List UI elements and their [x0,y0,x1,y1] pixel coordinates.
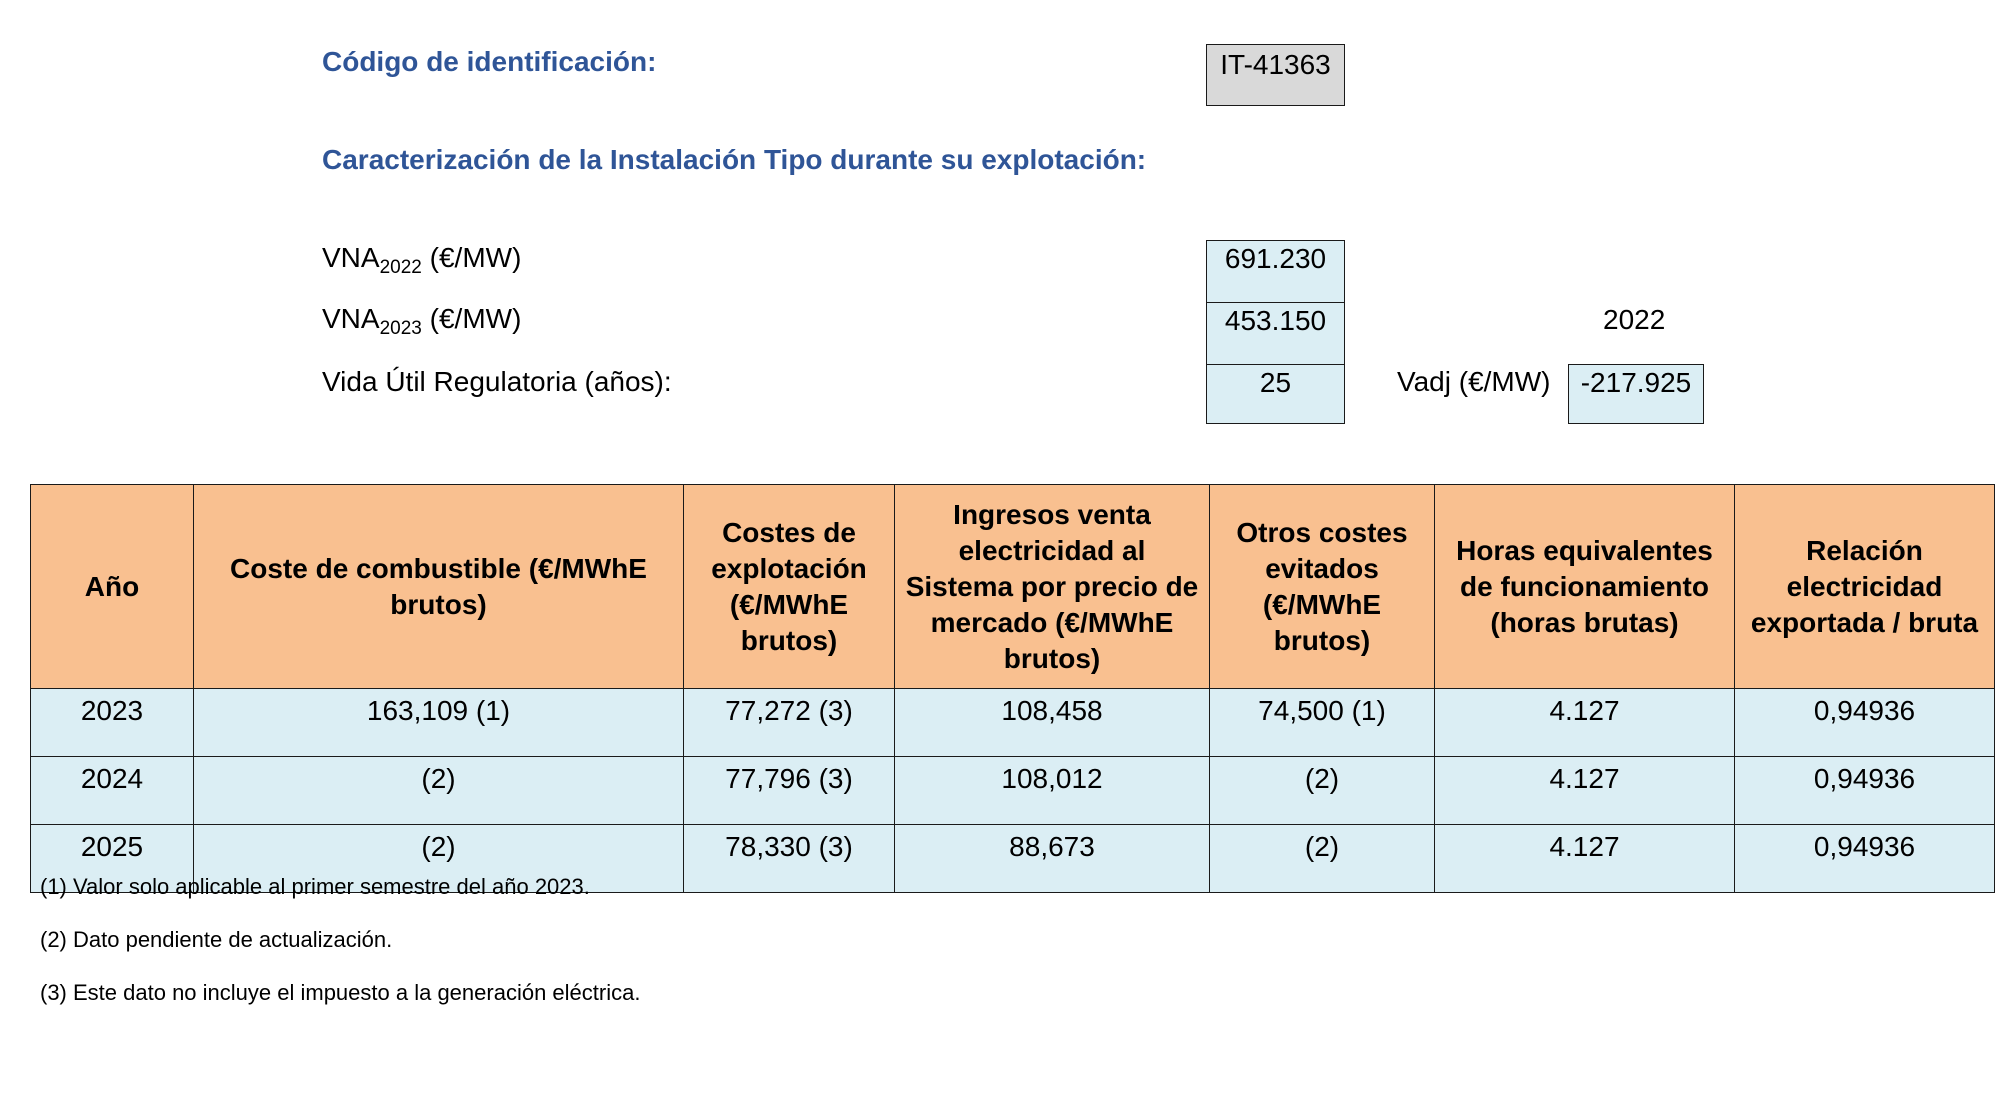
cell-ingresos-venta: 108,012 [894,756,1210,825]
vadj-year: 2022 [1603,304,1666,335]
cell-coste-combustible: (2) [193,756,684,825]
vna2022-value: 691.230 [1206,240,1345,303]
id-label: Código de identificación: [322,46,657,77]
vna2023-value: 453.150 [1206,302,1345,365]
cell-relacion-electricidad: 0,94936 [1734,688,1995,757]
vida-util-value: 25 [1206,364,1345,424]
cell-costes-explotacion: 77,272 (3) [683,688,895,757]
cell-coste-combustible: 163,109 (1) [193,688,684,757]
table-header-row: Año Coste de combustible (€/MWhE brutos)… [30,484,1995,689]
vna2023-label-unit: (€/MW) [421,303,522,334]
vadj-label: Vadj (€/MW) [1397,366,1551,397]
table-row: 2023 163,109 (1) 77,272 (3) 108,458 74,5… [30,688,1995,757]
cell-coste-combustible: (2) [193,824,684,893]
vna2022-label-main: VNA [322,242,380,273]
table-row: 2024 (2) 77,796 (3) 108,012 (2) 4.127 0,… [30,756,1995,825]
section-title: Caracterización de la Instalación Tipo d… [322,144,1147,175]
header-horas-equivalentes: Horas equivalentes de funcionamiento (ho… [1434,484,1735,689]
cell-otros-costes: (2) [1209,824,1435,893]
header-ano: Año [30,484,194,689]
data-table: Año Coste de combustible (€/MWhE brutos)… [30,484,1995,893]
cell-ingresos-venta: 88,673 [894,824,1210,893]
cell-relacion-electricidad: 0,94936 [1734,824,1995,893]
id-value-box: IT-41363 [1206,44,1345,106]
vna2022-label-sub: 2022 [379,257,422,278]
vna2023-label-main: VNA [322,303,380,334]
header-ingresos-venta: Ingresos venta electricidad al Sistema p… [894,484,1210,689]
cell-ano: 2024 [30,756,194,825]
vna2022-label: VNA2022 (€/MW) [322,242,521,279]
footnote-3: (3) Este dato no incluye el impuesto a l… [40,980,641,1005]
cell-horas-equivalentes: 4.127 [1434,688,1735,757]
cell-ingresos-venta: 108,458 [894,688,1210,757]
footnote-1: (1) Valor solo aplicable al primer semes… [40,874,590,899]
header-costes-explotacion: Costes de explotación (€/MWhE brutos) [683,484,895,689]
vna2022-label-unit: (€/MW) [421,242,522,273]
table-row: 2025 (2) 78,330 (3) 88,673 (2) 4.127 0,9… [30,824,1995,893]
cell-otros-costes: (2) [1209,756,1435,825]
cell-relacion-electricidad: 0,94936 [1734,756,1995,825]
header-relacion-electricidad: Relación electricidad exportada / bruta [1734,484,1995,689]
cell-ano: 2025 [30,824,194,893]
footnote-2: (2) Dato pendiente de actualización. [40,927,393,952]
vadj-value: -217.925 [1568,364,1704,424]
cell-otros-costes: 74,500 (1) [1209,688,1435,757]
cell-horas-equivalentes: 4.127 [1434,756,1735,825]
cell-costes-explotacion: 78,330 (3) [683,824,895,893]
cell-horas-equivalentes: 4.127 [1434,824,1735,893]
vna2023-label-sub: 2023 [379,318,422,339]
vna2023-label: VNA2023 (€/MW) [322,303,521,340]
cell-costes-explotacion: 77,796 (3) [683,756,895,825]
vida-util-label: Vida Útil Regulatoria (años): [322,366,672,397]
cell-ano: 2023 [30,688,194,757]
header-coste-combustible: Coste de combustible (€/MWhE brutos) [193,484,684,689]
header-otros-costes: Otros costes evitados (€/MWhE brutos) [1209,484,1435,689]
